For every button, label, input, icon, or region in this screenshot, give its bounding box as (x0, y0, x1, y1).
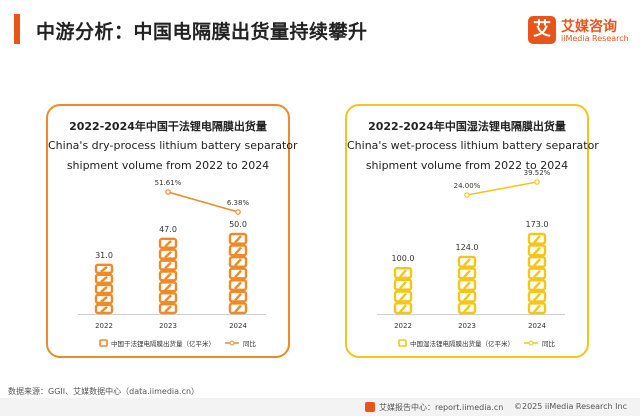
bar-value-label: 31.0 (95, 251, 113, 260)
logo-name-cn: 艾媒咨询 (561, 19, 617, 35)
growth-point (534, 179, 540, 185)
x-tick-label: 2022 (394, 322, 412, 330)
legend-line-label: 同比 (243, 339, 257, 348)
legend-bar-label: 中国干法锂电隔膜出货量（亿平米） (111, 339, 215, 348)
chart-legend: 中国湿法锂电隔膜出货量（亿平米） 同比 (398, 339, 556, 348)
x-tick-label: 2024 (229, 322, 247, 330)
bar-value-label: 100.0 (392, 254, 415, 263)
growth-point (165, 189, 171, 195)
chart-title-en-line1: China's dry-process lithium battery sepa… (48, 139, 298, 152)
x-tick-label: 2024 (528, 322, 546, 330)
chart-title-en-line2: shipment volume from 2022 to 2024 (365, 159, 569, 172)
legend-bar-swatch (398, 339, 407, 347)
data-source-note: 数据来源：GGII、艾媒数据中心（data.iimedia.cn） (8, 387, 200, 396)
brand-logo: 艾 艾媒咨询 iiMedia Research (528, 16, 630, 46)
title-accent-bar (14, 14, 20, 44)
wet-process-chart-svg: 100.0 2022 124.0 2023 173.0 2024 24.00% 39.52% 中… (377, 170, 565, 348)
growth-value-label: 51.61% (155, 179, 182, 187)
x-tick-label: 2022 (95, 322, 113, 330)
footer-bar: 艾媒报告中心：report.iimedia.cn ©2025 iiMedia R… (0, 398, 640, 416)
chart-title-en-line2: shipment volume from 2022 to 2024 (66, 159, 270, 172)
page-title: 中游分析：中国电隔膜出货量持续攀升 (36, 21, 368, 43)
legend-line-label: 同比 (542, 339, 556, 348)
chart-title-cn: 2022-2024年中国湿法锂电隔膜出货量 (368, 120, 566, 133)
wet-process-chart-card: 2022-2024年中国湿法锂电隔膜出货量 China's wet-proces… (345, 104, 599, 358)
legend-bar-swatch (99, 339, 108, 347)
footer-report-link[interactable]: 艾媒报告中心：report.iimedia.cn (379, 403, 504, 412)
dry-process-chart-svg: 31.0 2022 47.0 2023 50.0 2024 51.61% 6.38% 中国干法锂… (78, 179, 266, 348)
dry-process-chart: 31.0 2022 47.0 2023 50.0 2024 51.61% 6.38% 中国干法锂… (48, 170, 288, 350)
bar-2023 (158, 237, 178, 315)
growth-line (167, 191, 239, 213)
chart-legend: 中国干法锂电隔膜出货量（亿平米） 同比 (99, 339, 257, 348)
x-tick-label: 2023 (159, 322, 177, 330)
dry-process-chart-card: 2022-2024年中国干法锂电隔膜出货量 China's dry-proces… (46, 104, 298, 358)
logo-mark-icon: 艾 (528, 16, 556, 44)
growth-line (466, 181, 538, 196)
bar-2024 (527, 232, 547, 315)
bar-value-label: 47.0 (159, 225, 177, 234)
footer-copyright: ©2025 iiMedia Research Inc (514, 402, 627, 411)
growth-value-label: 39.52% (524, 170, 551, 177)
bar-2022 (94, 263, 114, 315)
bar-2023 (457, 255, 477, 315)
bar-value-label: 50.0 (229, 220, 247, 229)
growth-point (235, 209, 241, 215)
bar-value-label: 173.0 (526, 220, 549, 229)
bar-2024 (228, 232, 248, 315)
legend-bar-label: 中国湿法锂电隔膜出货量（亿平米） (410, 339, 514, 348)
x-tick-label: 2023 (458, 322, 476, 330)
logo-name-en: iiMedia Research (561, 34, 629, 43)
report-center-icon (365, 402, 375, 412)
growth-value-label: 24.00% (454, 182, 481, 190)
growth-point (464, 192, 470, 198)
bar-value-label: 124.0 (456, 243, 479, 252)
wet-process-chart: 100.0 2022 124.0 2023 173.0 2024 24.00% 39.52% 中… (347, 170, 587, 350)
chart-title-en-line1: China's wet-process lithium battery sepa… (347, 139, 599, 152)
chart-title-cn: 2022-2024年中国干法锂电隔膜出货量 (69, 120, 267, 133)
bar-2022 (393, 266, 413, 315)
growth-value-label: 6.38% (227, 199, 250, 207)
